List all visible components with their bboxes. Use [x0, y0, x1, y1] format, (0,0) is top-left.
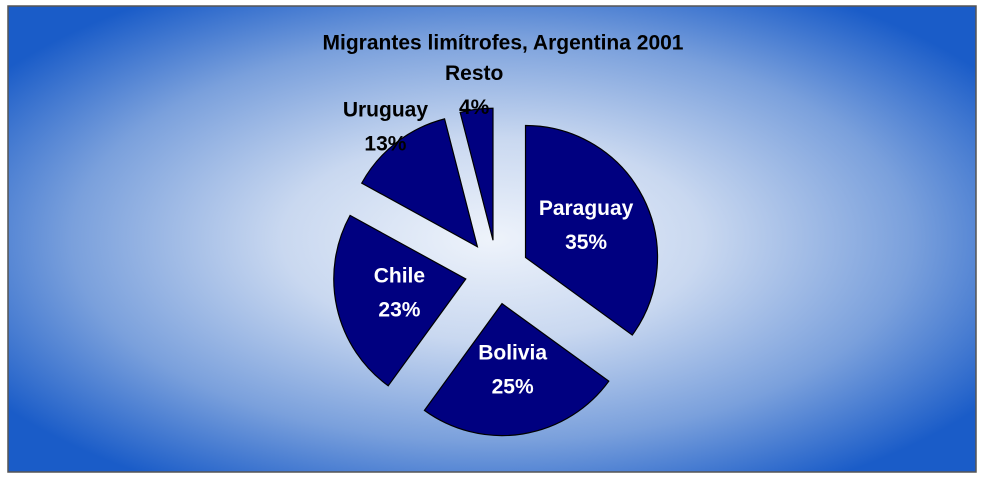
slice-label: Paraguay — [539, 197, 634, 220]
slice-value-label: 4% — [459, 96, 490, 119]
chart-title: Migrantes limítrofes, Argentina 2001 — [323, 32, 684, 55]
slice-label: Uruguay — [343, 99, 429, 122]
pie-slice — [423, 302, 610, 437]
pie-slice — [360, 118, 479, 248]
slice-value-label: 25% — [492, 375, 534, 398]
slice-value-label: 13% — [364, 133, 406, 156]
slice-label: Resto — [445, 62, 503, 85]
slice-value-label: 23% — [378, 298, 420, 321]
slice-value-label: 35% — [565, 231, 607, 254]
slice-label: Bolivia — [478, 341, 547, 364]
slice-label: Chile — [374, 264, 425, 287]
pie-slice — [524, 124, 659, 336]
pie-slice — [459, 107, 494, 241]
pie-slice — [333, 214, 467, 387]
